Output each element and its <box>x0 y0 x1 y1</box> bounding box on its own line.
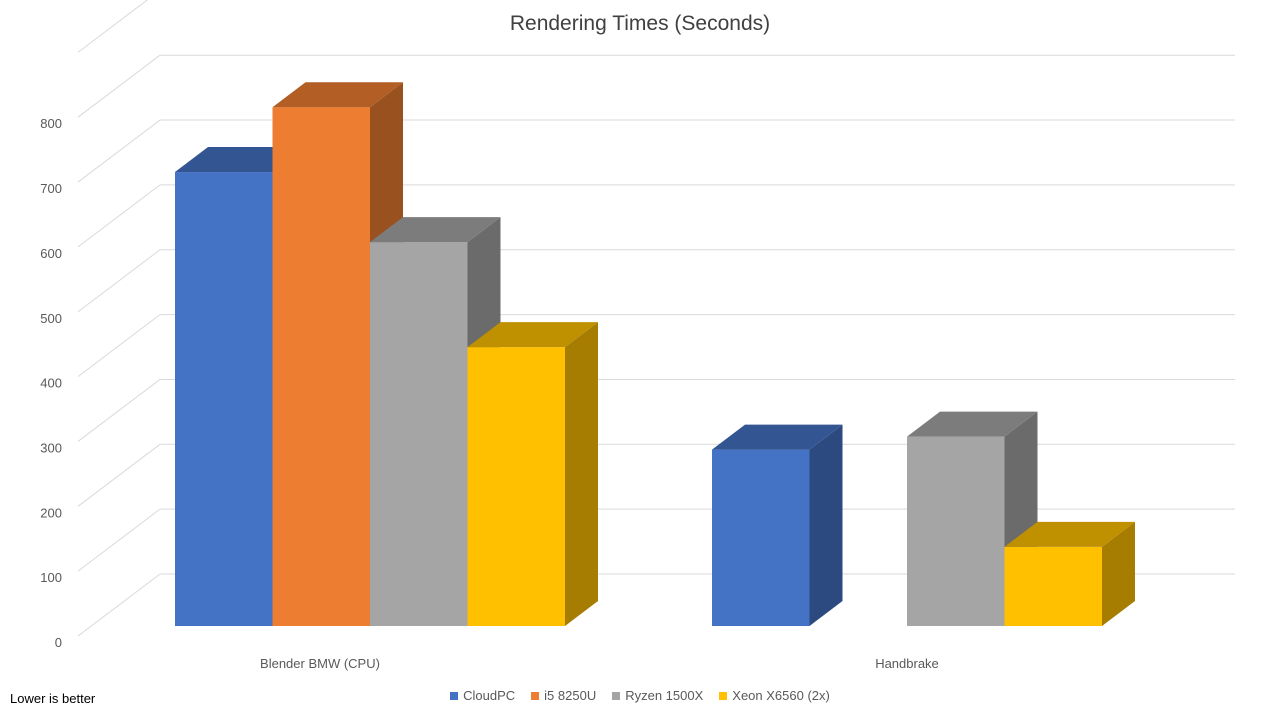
bar-top <box>272 82 403 108</box>
bar <box>1004 521 1135 626</box>
gridline-diag <box>77 119 161 183</box>
chart-title: Rendering Times (Seconds) <box>509 12 771 35</box>
bar-side <box>565 322 598 626</box>
bars-layer <box>175 82 1135 627</box>
x-tick-label: Handbrake <box>875 656 939 671</box>
legend-item: Xeon X6560 (2x) <box>719 688 830 703</box>
labels-layer: 0 100 200 300 400 500 600 700 800 Blender BMW (CP… <box>40 116 939 671</box>
y-tick-label: 400 <box>40 376 62 391</box>
bar-front <box>370 242 468 626</box>
gridline-diag <box>77 0 149 53</box>
bar-side <box>1102 521 1135 626</box>
bar-top <box>467 322 598 348</box>
bar <box>467 322 598 626</box>
y-tick-label: 100 <box>40 570 62 585</box>
gridline-diag <box>77 573 161 637</box>
legend-label: Ryzen 1500X <box>625 688 704 703</box>
bar-top <box>370 217 501 243</box>
legend-label: Xeon X6560 (2x) <box>732 688 830 703</box>
legend: CloudPC i5 8250U Ryzen 1500X Xeon X6560 (2x… <box>0 688 1280 703</box>
legend-item: CloudPC <box>450 688 515 703</box>
legend-swatch <box>531 691 540 700</box>
bar-front <box>1004 546 1102 626</box>
bar <box>712 424 843 626</box>
legend-item: i5 8250U <box>531 688 596 703</box>
y-tick-label: 300 <box>40 440 62 455</box>
gridline-diag <box>77 54 161 118</box>
y-tick-label: 0 <box>55 635 62 650</box>
gridline-diag <box>77 184 161 248</box>
gridline-diag <box>77 314 161 377</box>
legend-swatch <box>450 691 459 700</box>
footnote: Lower is better <box>10 691 96 706</box>
gridline-diag <box>77 443 161 507</box>
bar-side <box>809 424 843 626</box>
legend-swatch <box>719 691 728 700</box>
gridline-diag <box>77 508 161 572</box>
legend-label: i5 8250U <box>544 688 597 703</box>
y-tick-label: 700 <box>40 181 62 196</box>
bar-front <box>175 172 273 627</box>
x-tick-label: Blender BMW (CPU) <box>260 656 380 671</box>
bar-front <box>467 347 565 626</box>
gridline-diag <box>77 249 161 313</box>
bar-top <box>712 424 843 450</box>
bar-front <box>272 107 370 626</box>
bar-top <box>907 411 1038 437</box>
y-tick-label: 200 <box>40 505 62 520</box>
bar-front <box>907 436 1005 626</box>
y-tick-label: 800 <box>40 116 62 131</box>
legend-item: Ryzen 1500X <box>612 688 703 703</box>
gridline-diag <box>77 379 161 442</box>
y-tick-label: 500 <box>40 311 62 326</box>
legend-label: CloudPC <box>463 688 516 703</box>
legend-swatch <box>612 691 621 700</box>
y-tick-label: 600 <box>40 246 62 261</box>
bar-front <box>712 449 810 626</box>
bar-top <box>1004 521 1135 547</box>
